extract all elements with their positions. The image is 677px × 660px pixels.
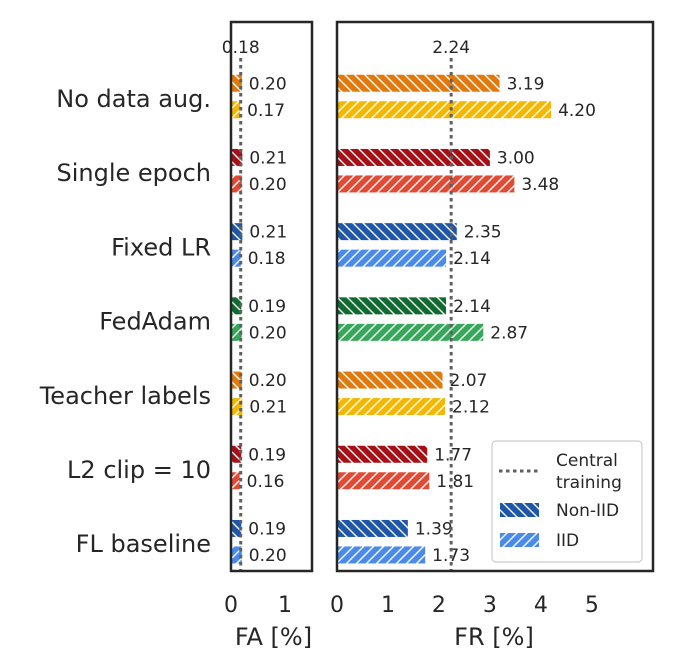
fa-value-iid-l2-clip-10: 0.16: [247, 472, 285, 492]
fa-value-iid-fixed-lr: 0.18: [248, 249, 286, 269]
legend-reference-label-line2: training: [556, 473, 622, 493]
fr-value-iid-fixed-lr: 2.14: [453, 249, 491, 269]
category-label-l2-clip-10: L2 clip = 10: [67, 456, 211, 484]
category-label-fedadam: FedAdam: [99, 308, 211, 336]
legend-non-iid-label: Non-IID: [556, 501, 619, 521]
category-label-fixed-lr: Fixed LR: [111, 233, 211, 261]
fa-bar-iid-fedadam: [231, 323, 242, 341]
fa-bar-non-iid-fl-baseline: [231, 519, 242, 537]
fa-bar-iid-fl-baseline: [231, 546, 242, 564]
fr-reference-label: 2.24: [432, 38, 470, 58]
fr-tick-label-5: 5: [585, 593, 599, 618]
fa-bar-iid-no-data-aug: [231, 101, 241, 119]
fa-bar-non-iid-l2-clip-10: [231, 445, 242, 463]
fr-value-iid-single-epoch: 3.48: [521, 175, 559, 195]
fa-bar-iid-fixed-lr: [231, 249, 241, 267]
fa-value-iid-single-epoch: 0.20: [249, 175, 287, 195]
fa-value-iid-fedadam: 0.20: [249, 323, 287, 343]
fa-bar-non-iid-fixed-lr: [231, 223, 243, 241]
fr-value-iid-l2-clip-10: 1.81: [436, 472, 474, 492]
fr-value-non-iid-no-data-aug: 3.19: [507, 74, 545, 94]
fa-bar-iid-teacher-labels: [231, 398, 243, 416]
fr-bar-iid-fixed-lr: [337, 249, 447, 267]
fr-bar-iid-no-data-aug: [337, 101, 552, 119]
fa-value-iid-no-data-aug: 0.17: [247, 101, 285, 121]
fr-value-non-iid-single-epoch: 3.00: [497, 148, 535, 168]
fr-axis-label: FR [%]: [454, 623, 534, 651]
fr-value-non-iid-fedadam: 2.14: [453, 297, 491, 317]
fr-value-non-iid-teacher-labels: 2.07: [450, 371, 488, 391]
fa-value-non-iid-teacher-labels: 0.20: [249, 371, 287, 391]
legend-iid-swatch: [500, 533, 539, 547]
fr-value-iid-fedadam: 2.87: [490, 323, 528, 343]
fr-value-iid-no-data-aug: 4.20: [558, 101, 596, 121]
legend-reference-label-line1: Central: [556, 451, 618, 471]
fr-bar-iid-fl-baseline: [337, 546, 426, 564]
fr-value-non-iid-l2-clip-10: 1.77: [434, 445, 472, 465]
fa-bar-iid-l2-clip-10: [231, 472, 240, 490]
fa-bar-non-iid-no-data-aug: [231, 74, 242, 92]
fa-reference-label: 0.18: [222, 38, 260, 58]
category-label-no-data-aug: No data aug.: [56, 85, 211, 113]
fr-bar-non-iid-fl-baseline: [337, 519, 408, 537]
fr-bar-non-iid-no-data-aug: [337, 74, 500, 92]
fa-value-non-iid-fl-baseline: 0.19: [248, 519, 286, 539]
fa-panel: 0.20 0.17 0.21 0.20 0.21 0.18 0.19 0.20 0.20 0.21…: [222, 20, 314, 651]
fa-tick-label-0: 0: [224, 593, 238, 618]
fr-bar-iid-fedadam: [337, 323, 484, 341]
fa-axis-label: FA [%]: [235, 623, 312, 651]
legend-non-iid-swatch: [500, 503, 539, 517]
fa-value-non-iid-no-data-aug: 0.20: [249, 74, 287, 94]
fr-bar-non-iid-l2-clip-10: [337, 445, 428, 463]
fr-bar-non-iid-fixed-lr: [337, 223, 457, 241]
fr-value-iid-teacher-labels: 2.12: [452, 398, 490, 418]
category-label-teacher-labels: Teacher labels: [39, 382, 211, 410]
fr-bar-iid-teacher-labels: [337, 398, 446, 416]
fr-value-non-iid-fl-baseline: 1.39: [415, 519, 453, 539]
legend-iid-label: IID: [556, 531, 579, 551]
fr-bar-iid-l2-clip-10: [337, 472, 430, 490]
fr-bar-iid-single-epoch: [337, 175, 515, 193]
fa-bar-non-iid-fedadam: [231, 297, 242, 315]
fr-bar-non-iid-fedadam: [337, 297, 447, 315]
fr-frame: [335, 20, 655, 573]
fa-value-iid-fl-baseline: 0.20: [249, 546, 287, 566]
fr-tick-label-2: 2: [432, 593, 446, 618]
fr-tick-label-1: 1: [381, 593, 395, 618]
fa-value-non-iid-single-epoch: 0.21: [249, 148, 287, 168]
fa-value-iid-teacher-labels: 0.21: [249, 398, 287, 418]
fa-bar-non-iid-teacher-labels: [231, 371, 242, 389]
fr-tick-label-4: 4: [534, 593, 548, 618]
fr-bar-non-iid-single-epoch: [337, 148, 490, 166]
fa-frame: [229, 20, 314, 573]
fa-value-non-iid-l2-clip-10: 0.19: [248, 445, 286, 465]
fr-bar-non-iid-teacher-labels: [337, 371, 443, 389]
fa-tick-label-1: 1: [278, 593, 292, 618]
fa-value-non-iid-fixed-lr: 0.21: [249, 223, 287, 243]
fr-panel: 3.19 4.20 3.00 3.48 2.35 2.14 2.14 2.87 2.07 2.12…: [330, 20, 655, 651]
fr-tick-label-3: 3: [483, 593, 497, 618]
category-label-fl-baseline: FL baseline: [76, 530, 211, 558]
fr-tick-label-0: 0: [330, 593, 344, 618]
fr-value-non-iid-fixed-lr: 2.35: [464, 223, 502, 243]
fa-value-non-iid-fedadam: 0.19: [248, 297, 286, 317]
fa-bar-iid-single-epoch: [231, 175, 242, 193]
category-label-single-epoch: Single epoch: [57, 159, 212, 187]
fa-bar-non-iid-single-epoch: [231, 148, 243, 166]
